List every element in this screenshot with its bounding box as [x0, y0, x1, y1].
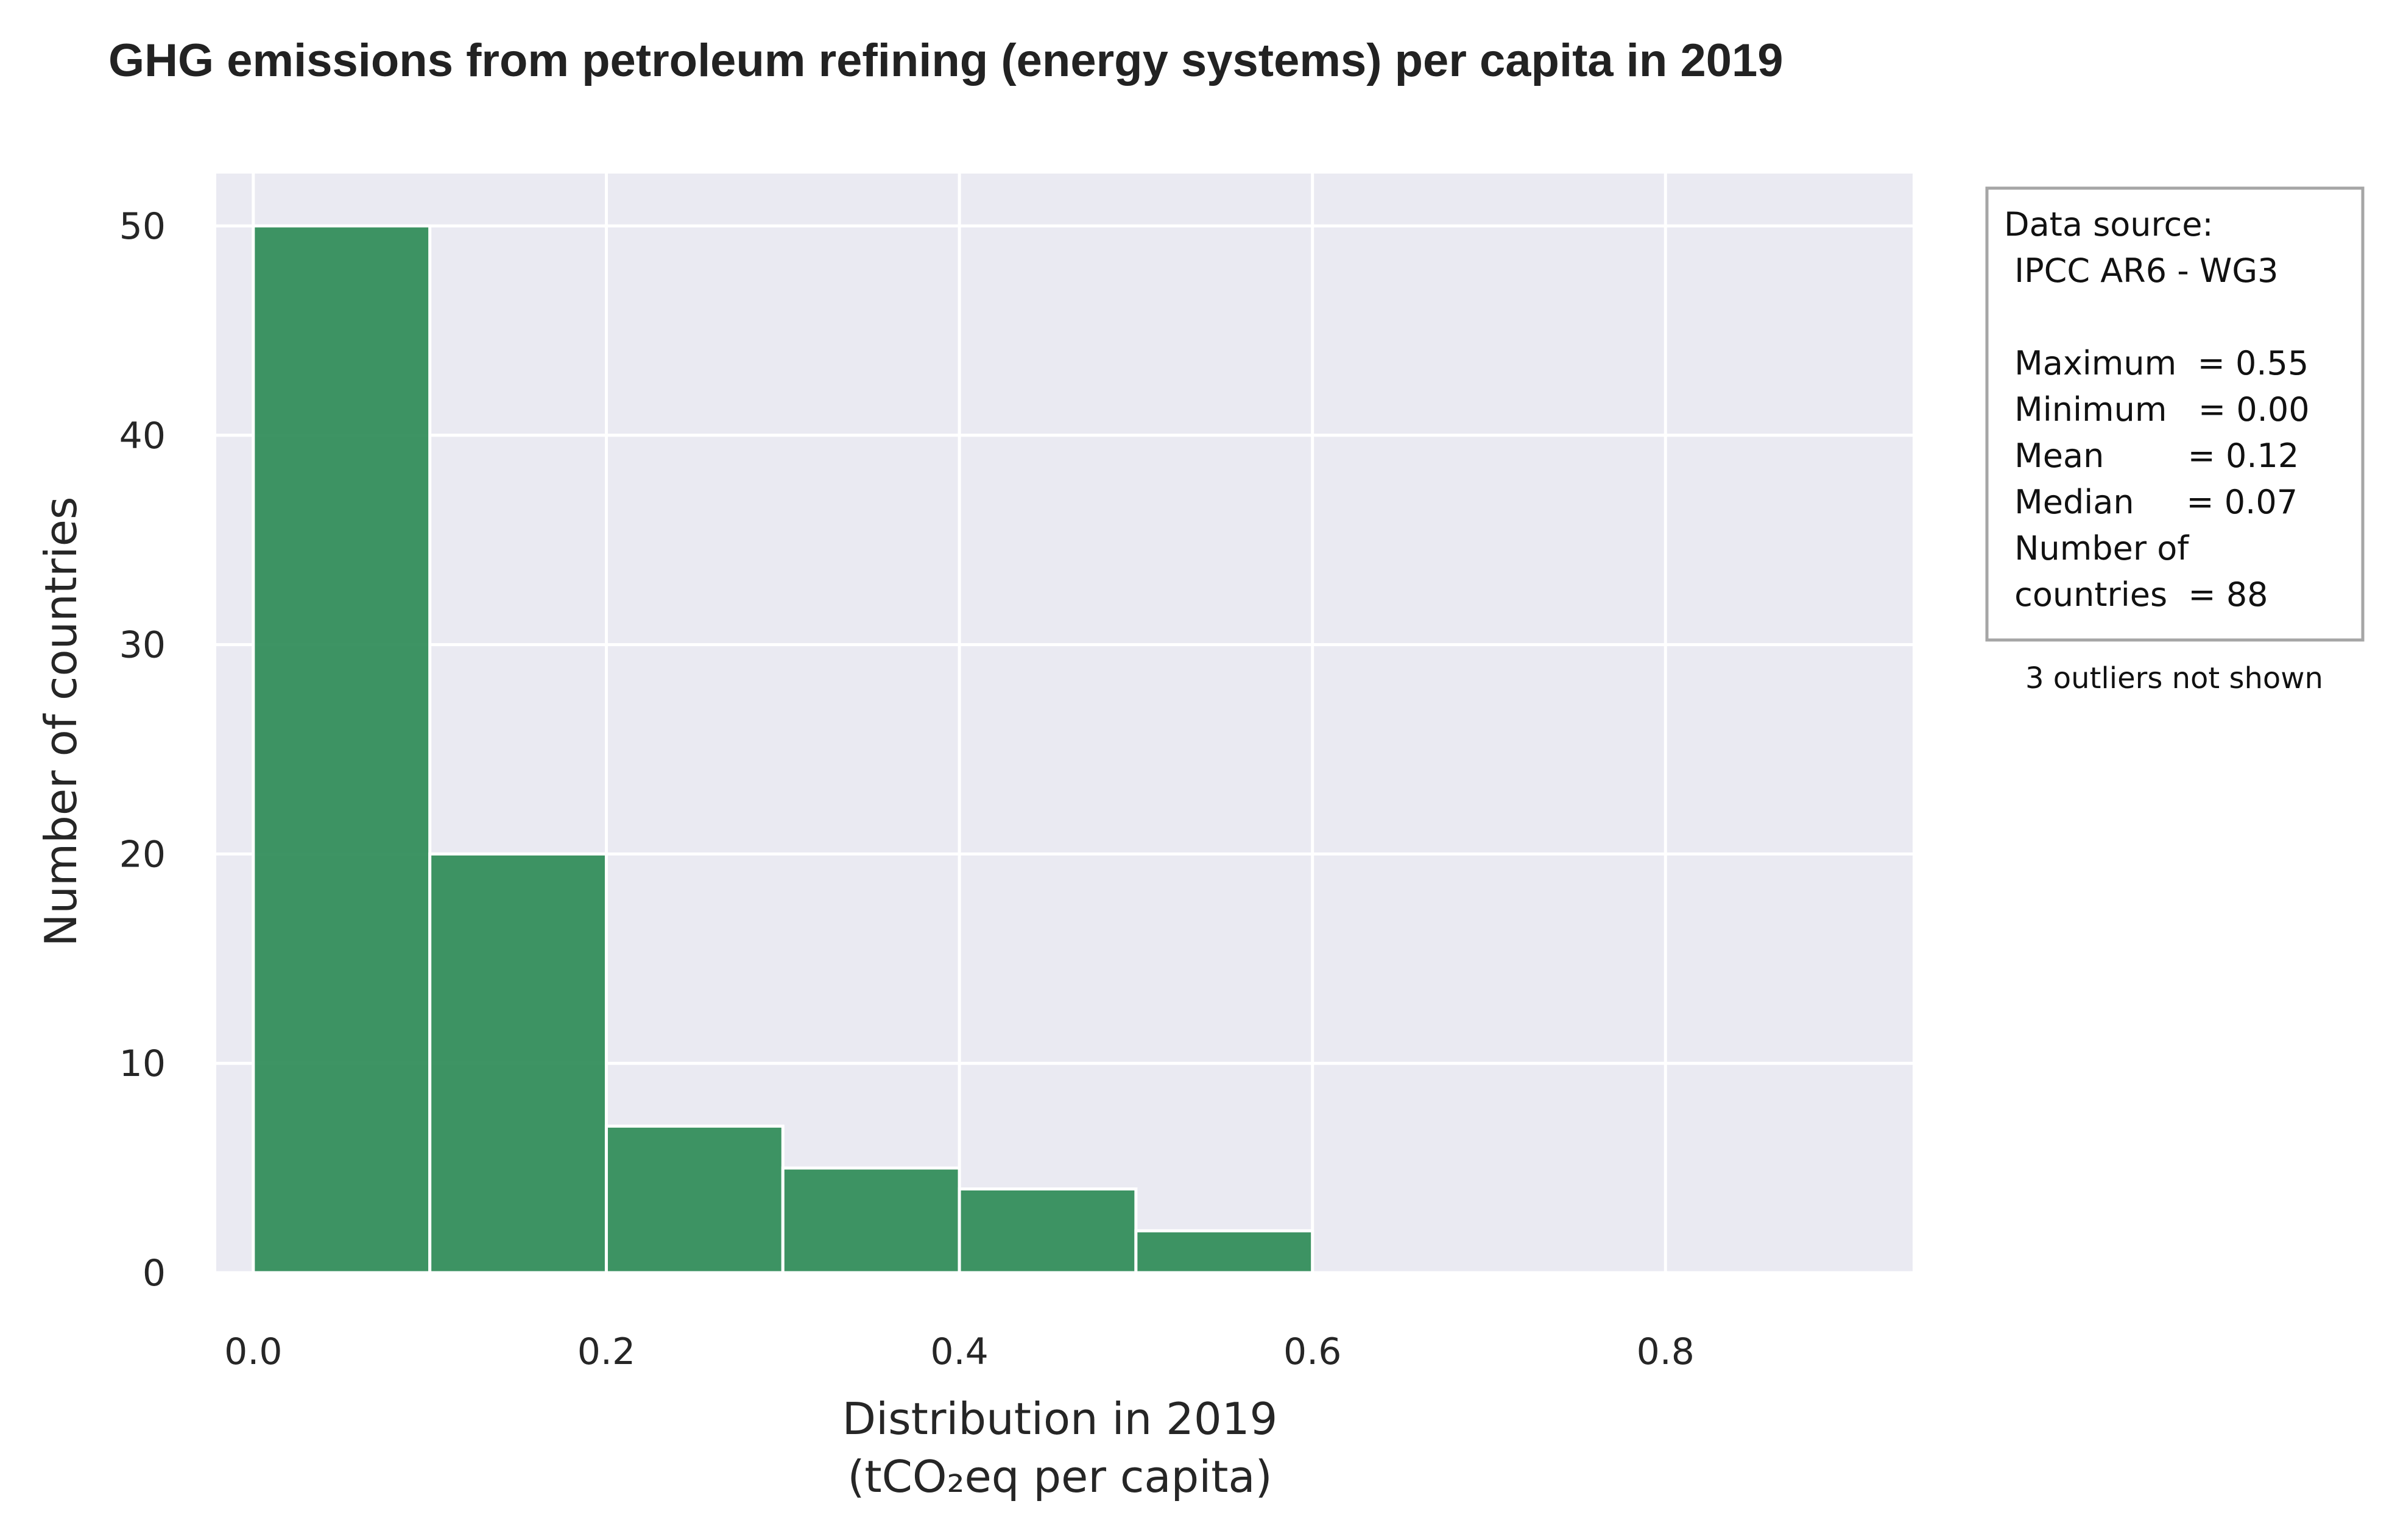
histogram-bar-3	[604, 1124, 785, 1275]
y-axis-ticks: 0 10 20 30 40 50	[119, 205, 166, 1295]
x-tick-label: 0.0	[224, 1331, 282, 1373]
histogram-bar-6	[1134, 1229, 1314, 1275]
y-tick-label: 50	[119, 205, 166, 248]
y-tick-label: 40	[119, 415, 166, 457]
y-tick-label: 30	[119, 624, 166, 667]
stats-info-line: Mean = 0.12	[2004, 437, 2299, 475]
histogram-bar-5	[958, 1187, 1138, 1275]
outliers-note: 3 outliers not shown	[2025, 661, 2323, 695]
y-tick-label: 0	[143, 1252, 166, 1295]
stats-info-line: Minimum = 0.00	[2004, 390, 2310, 429]
y-tick-label: 20	[119, 833, 166, 876]
x-tick-label: 0.4	[930, 1331, 988, 1373]
x-axis-label-line2: (tCO₂eq per capita)	[847, 1451, 1272, 1502]
stats-info-box-frame	[1985, 186, 2365, 642]
histogram-bars	[252, 224, 1314, 1275]
x-tick-label: 0.2	[577, 1331, 635, 1373]
stats-info-line: IPCC AR6 - WG3	[2004, 251, 2278, 290]
stats-info-line: Data source:	[2004, 205, 2214, 244]
y-tick-label: 10	[119, 1042, 166, 1085]
stats-info-line: countries = 88	[2004, 575, 2268, 614]
stats-info-lines: Data source: IPCC AR6 - WG3 Maximum = 0.…	[2004, 205, 2310, 614]
x-tick-label: 0.6	[1283, 1331, 1341, 1373]
stats-info-line: Number of	[2004, 529, 2190, 568]
x-axis-label-line1: Distribution in 2019	[842, 1393, 1278, 1444]
x-axis-ticks: 0.0 0.2 0.4 0.6 0.8	[224, 1331, 1695, 1373]
stats-info-box: Data source: IPCC AR6 - WG3 Maximum = 0.…	[1985, 186, 2365, 642]
chart-title: GHG emissions from petroleum refining (e…	[108, 35, 1783, 86]
stats-info-line: Median = 0.07	[2004, 483, 2298, 521]
x-tick-label: 0.8	[1637, 1331, 1695, 1373]
stats-info-line: Maximum = 0.55	[2004, 344, 2309, 382]
histogram-bar-1	[252, 224, 432, 1275]
histogram-bar-2	[428, 852, 608, 1275]
histogram-bar-4	[781, 1166, 961, 1275]
y-axis-label: Number of countries	[35, 497, 86, 947]
